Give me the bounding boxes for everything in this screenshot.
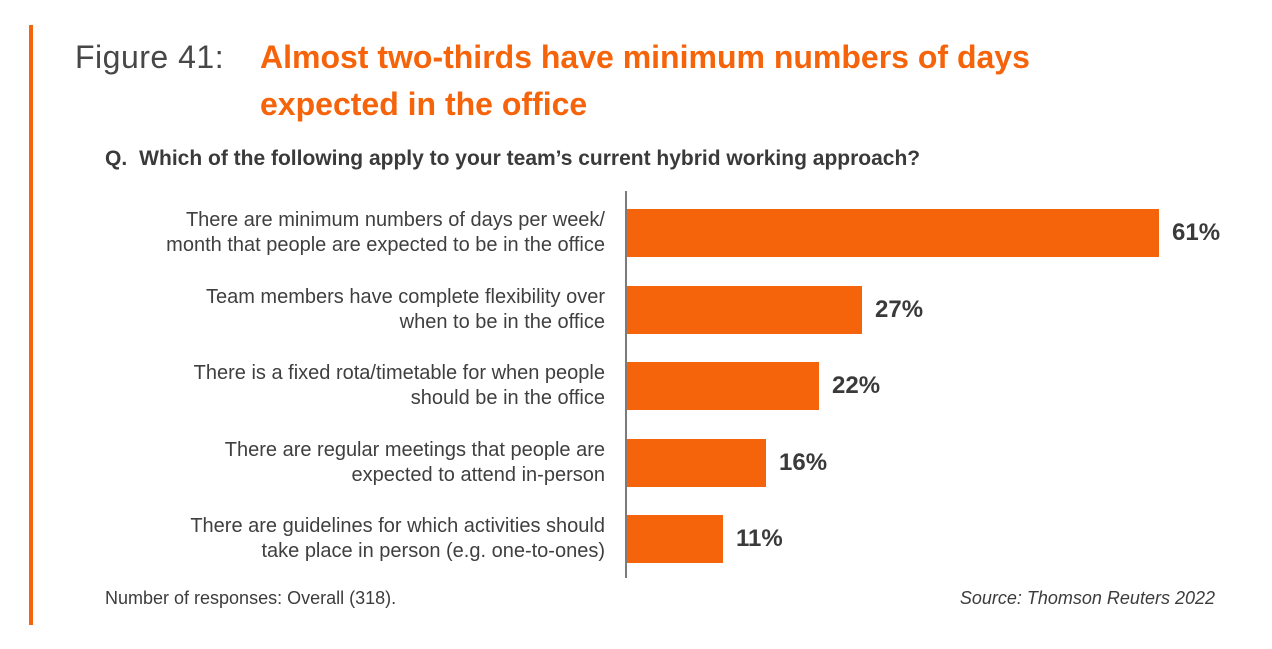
category-label-line: month that people are expected to be in … (166, 234, 605, 257)
category-label: There are regular meetings that people a… (105, 438, 605, 488)
category-label-line: take place in person (e.g. one-to-ones) (261, 540, 605, 563)
accent-bar (29, 25, 33, 625)
chart-row: There are guidelines for which activitie… (105, 501, 1255, 578)
category-label: There are guidelines for which activitie… (105, 514, 605, 564)
bar (627, 362, 819, 411)
value-label: 61% (1172, 219, 1221, 247)
bar-cell: 22% (627, 362, 881, 411)
bar-cell: 16% (627, 438, 828, 487)
chart-row: Team members have complete flexibility o… (105, 272, 1255, 349)
category-label-line: Team members have complete flexibility o… (205, 285, 605, 308)
figure-number-label: Figure 41: (75, 39, 225, 75)
responses-footnote: Number of responses: Overall (318). (105, 588, 397, 608)
value-label: 16% (779, 448, 828, 476)
chart-axis-line (625, 191, 627, 578)
bar-cell: 11% (627, 515, 783, 564)
bar-cell: 27% (627, 285, 924, 334)
value-label: 22% (832, 372, 881, 400)
value-label: 11% (736, 525, 783, 553)
bar (627, 285, 862, 334)
bar (627, 438, 766, 487)
category-label: There is a fixed rota/timetable for when… (105, 361, 605, 411)
category-label-line: There are minimum numbers of days per we… (185, 209, 605, 232)
category-label-line: There are guidelines for which activitie… (190, 515, 605, 538)
chart-row: There are minimum numbers of days per we… (105, 195, 1255, 272)
category-label-line: There is a fixed rota/timetable for when… (193, 362, 605, 385)
bar-cell: 61% (627, 209, 1221, 258)
figure-title: Almost two-thirds have minimum numbers o… (260, 34, 1030, 128)
category-label: There are minimum numbers of days per we… (105, 208, 605, 258)
category-label: Team members have complete flexibility o… (105, 285, 605, 335)
question-prefix: Q. (105, 147, 128, 170)
question-text: Which of the following apply to your tea… (139, 147, 921, 170)
figure-title-line2: expected in the office (260, 86, 588, 122)
value-label: 27% (875, 295, 924, 323)
category-label-line: expected to attend in-person (351, 463, 605, 486)
category-label-line: should be in the office (410, 387, 605, 410)
bar (627, 209, 1159, 258)
bar-chart: There are minimum numbers of days per we… (105, 195, 1255, 578)
figure-title-line1: Almost two-thirds have minimum numbers o… (260, 39, 1030, 75)
chart-row: There is a fixed rota/timetable for when… (105, 348, 1255, 425)
survey-question: Q. Which of the following apply to your t… (105, 147, 920, 171)
source-attribution: Source: Thomson Reuters 2022 (959, 588, 1215, 608)
chart-row: There are regular meetings that people a… (105, 425, 1255, 502)
category-label-line: when to be in the office (399, 310, 605, 333)
bar (627, 515, 723, 564)
category-label-line: There are regular meetings that people a… (224, 438, 605, 461)
